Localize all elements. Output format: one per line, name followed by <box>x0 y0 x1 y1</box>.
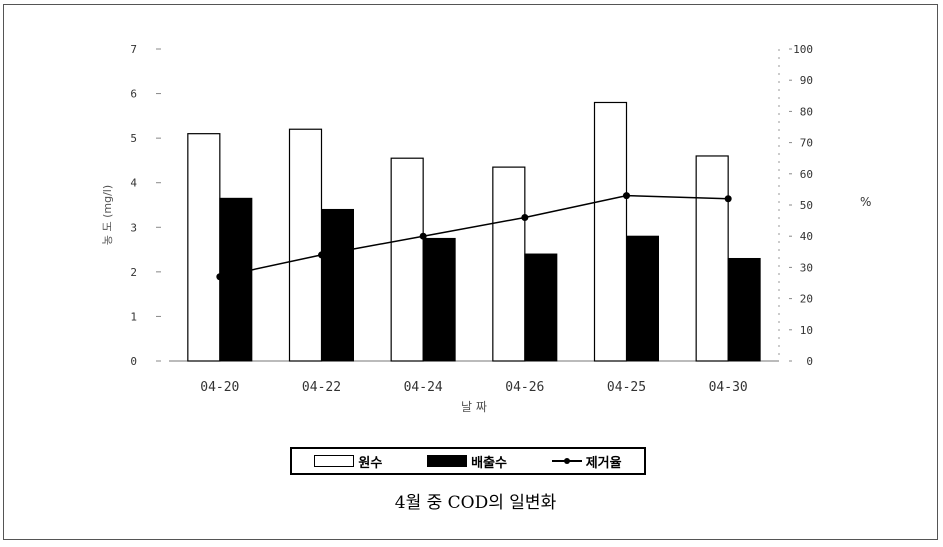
y-tick-right: 60 <box>800 168 813 181</box>
point-removal-rate <box>419 232 427 240</box>
legend-item-raw-water: 원수 <box>314 452 382 471</box>
legend-item-effluent: 배출수 <box>427 452 507 471</box>
bar-effluent <box>626 235 659 362</box>
bar-raw-water <box>593 101 628 362</box>
legend-label: 배출수 <box>471 455 507 471</box>
y-tick-right: 70 <box>800 137 813 150</box>
x-tick-label: 04-25 <box>607 380 646 395</box>
y-tick-right: 80 <box>800 105 813 118</box>
point-removal-rate <box>216 273 224 281</box>
bar-raw-water <box>390 157 424 362</box>
x-tick-label: 04-24 <box>404 380 443 395</box>
y-tick-right: 100 <box>793 43 813 56</box>
y-tick-left: 3 <box>130 221 137 234</box>
y-tick-right: 10 <box>800 324 813 337</box>
y-tick-right: 40 <box>800 230 813 243</box>
legend-label: 제거율 <box>585 455 622 471</box>
legend: 원수 배출수 제거율 <box>290 447 646 475</box>
y-tick-right: 90 <box>800 74 813 87</box>
legend-swatch-filled <box>427 455 468 467</box>
y-tick-left: 7 <box>130 43 137 56</box>
point-removal-rate <box>724 195 732 203</box>
y-axis-left-label: 농 도 (mg/l) <box>101 184 114 246</box>
y-tick-left: 4 <box>130 177 137 190</box>
line-removal-rate <box>219 194 729 278</box>
bar-effluent <box>727 257 761 362</box>
y-tick-left: 2 <box>130 266 137 279</box>
bar-effluent <box>219 197 253 362</box>
bar-effluent <box>321 208 354 362</box>
point-removal-rate <box>623 192 630 200</box>
bar-effluent <box>524 253 558 362</box>
bar-raw-water <box>492 166 526 362</box>
bar-effluent <box>422 237 456 362</box>
y-tick-right: 50 <box>800 199 813 212</box>
y-tick-right: 0 <box>806 355 813 368</box>
y-axis-right-label: % <box>860 195 872 209</box>
bar-raw-water <box>288 128 323 362</box>
x-tick-label: 04-20 <box>200 380 239 395</box>
legend-swatch-line <box>551 455 582 467</box>
legend-swatch-open <box>314 455 355 467</box>
chart-frame: 0 1 2 3 4 5 6 7 0 10 20 30 40 50 60 70 80 90 100 04-20 04-22… <box>3 4 938 540</box>
x-tick-label: 04-30 <box>709 380 748 395</box>
point-removal-rate <box>521 213 529 221</box>
legend-label: 원수 <box>358 455 383 471</box>
x-tick-label: 04-26 <box>505 380 544 395</box>
y-tick-right: 20 <box>800 293 813 306</box>
point-removal-rate <box>318 251 325 259</box>
y-tick-left: 5 <box>130 132 137 145</box>
y-tick-left: 0 <box>130 355 137 368</box>
y-tick-right: 30 <box>800 261 813 274</box>
chart-caption: 4월 중 COD의 일변화 <box>394 493 557 513</box>
bar-raw-water <box>187 133 221 362</box>
legend-item-removal-rate: 제거율 <box>551 452 622 471</box>
x-tick-label: 04-22 <box>302 380 341 395</box>
y-tick-left: 1 <box>130 310 137 323</box>
x-axis-label: 날 짜 <box>461 400 487 414</box>
y-tick-left: 6 <box>130 88 137 101</box>
bar-raw-water <box>695 155 729 362</box>
